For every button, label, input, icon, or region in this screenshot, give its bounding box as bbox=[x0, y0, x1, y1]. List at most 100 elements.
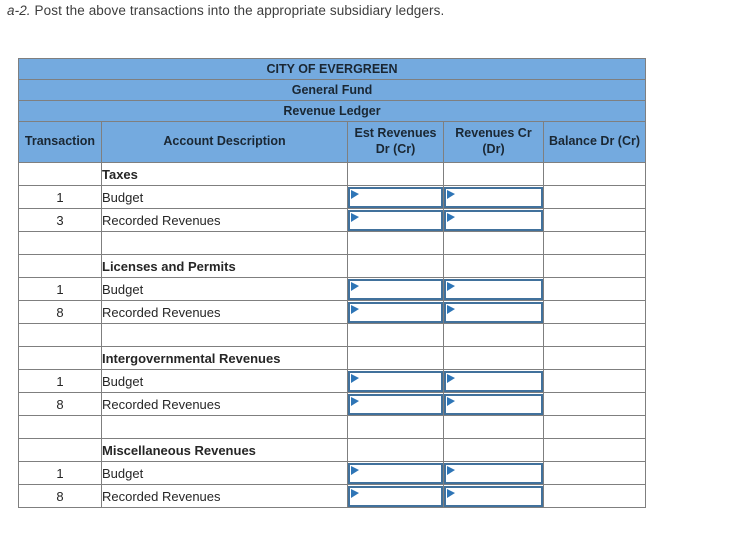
est-revenues-input-cell bbox=[347, 185, 444, 209]
section-header-row: Intergovernmental Revenues bbox=[18, 346, 647, 370]
col-header-balance-dr: Balance Dr (Cr) bbox=[542, 121, 647, 163]
est-revenues-input-cell bbox=[347, 300, 444, 324]
transaction-number: 1 bbox=[18, 185, 102, 209]
table-title-fund: General Fund bbox=[17, 79, 647, 101]
column-header-row: Transaction Account Description Est Reve… bbox=[18, 121, 647, 163]
account-description: Budget bbox=[101, 277, 348, 301]
revenues-cr-cell bbox=[443, 346, 544, 370]
transaction-cell bbox=[18, 438, 102, 462]
balance-cell bbox=[542, 185, 647, 209]
section-name: Taxes bbox=[101, 162, 348, 186]
balance-cell bbox=[542, 369, 647, 393]
est-revenues-input-box bbox=[348, 462, 443, 484]
revenues-cr-input[interactable] bbox=[446, 189, 541, 204]
est-revenues-input-box bbox=[348, 393, 443, 415]
spacer-row bbox=[18, 415, 647, 439]
spacer-cell bbox=[101, 231, 348, 255]
est-revenues-cell bbox=[347, 438, 444, 462]
col-header-transaction: Transaction bbox=[18, 121, 102, 163]
est-revenues-input[interactable] bbox=[350, 304, 441, 319]
revenues-cr-input-cell bbox=[443, 185, 544, 209]
spacer-cell bbox=[443, 415, 544, 439]
est-revenues-input[interactable] bbox=[350, 212, 441, 227]
account-description: Budget bbox=[101, 461, 348, 485]
revenues-cr-input[interactable] bbox=[446, 488, 541, 503]
balance-cell bbox=[542, 162, 647, 186]
est-revenues-input-box bbox=[348, 370, 443, 392]
revenues-cr-input-box bbox=[444, 462, 543, 484]
revenues-cr-input-cell bbox=[443, 484, 544, 508]
revenues-cr-input-cell bbox=[443, 208, 544, 232]
revenues-cr-input[interactable] bbox=[446, 465, 541, 480]
revenues-cr-cell bbox=[443, 254, 544, 278]
revenues-cr-input[interactable] bbox=[446, 396, 541, 411]
revenues-cr-input-cell bbox=[443, 300, 544, 324]
table-title-ledger: Revenue Ledger bbox=[17, 100, 647, 122]
revenues-cr-cell bbox=[443, 438, 544, 462]
spacer-cell bbox=[18, 323, 102, 347]
spacer-cell bbox=[347, 323, 444, 347]
spacer-cell bbox=[101, 323, 348, 347]
account-description: Budget bbox=[101, 369, 348, 393]
spacer-cell bbox=[18, 415, 102, 439]
col-header-account-description: Account Description bbox=[101, 121, 348, 163]
instruction-text: a-2. Post the above transactions into th… bbox=[7, 3, 444, 18]
revenues-cr-input-box bbox=[444, 485, 543, 507]
balance-cell bbox=[542, 254, 647, 278]
spacer-cell bbox=[542, 323, 647, 347]
transaction-number: 8 bbox=[18, 392, 102, 416]
revenues-cr-input-box bbox=[444, 278, 543, 300]
revenues-cr-input-box bbox=[444, 393, 543, 415]
instruction-prefix: a-2. bbox=[7, 3, 31, 18]
spacer-cell bbox=[443, 231, 544, 255]
col-header-revenues-cr: Revenues Cr (Dr) bbox=[443, 121, 544, 163]
revenues-cr-input[interactable] bbox=[446, 281, 541, 296]
est-revenues-input-box bbox=[348, 485, 443, 507]
revenues-cr-input-cell bbox=[443, 392, 544, 416]
spacer-cell bbox=[347, 415, 444, 439]
est-revenues-input-cell bbox=[347, 277, 444, 301]
est-revenues-input[interactable] bbox=[350, 373, 441, 388]
revenues-cr-input[interactable] bbox=[446, 212, 541, 227]
est-revenues-input[interactable] bbox=[350, 189, 441, 204]
revenues-cr-input-cell bbox=[443, 461, 544, 485]
revenues-cr-input[interactable] bbox=[446, 304, 541, 319]
account-description: Recorded Revenues bbox=[101, 208, 348, 232]
transaction-number: 1 bbox=[18, 277, 102, 301]
section-header-row: Licenses and Permits bbox=[18, 254, 647, 278]
est-revenues-cell bbox=[347, 162, 444, 186]
account-description: Budget bbox=[101, 185, 348, 209]
est-revenues-input[interactable] bbox=[350, 396, 441, 411]
spacer-cell bbox=[443, 323, 544, 347]
transaction-number: 1 bbox=[18, 369, 102, 393]
est-revenues-input-box bbox=[348, 186, 443, 208]
est-revenues-input-cell bbox=[347, 461, 444, 485]
section-name: Miscellaneous Revenues bbox=[101, 438, 348, 462]
est-revenues-input-cell bbox=[347, 484, 444, 508]
est-revenues-input[interactable] bbox=[350, 281, 441, 296]
ledger-entry-row: 1 Budget bbox=[18, 185, 647, 209]
ledger-entry-row: 1 Budget bbox=[18, 461, 647, 485]
spacer-row bbox=[18, 231, 647, 255]
ledger-entry-row: 1 Budget bbox=[18, 277, 647, 301]
transaction-cell bbox=[18, 162, 102, 186]
est-revenues-input[interactable] bbox=[350, 465, 441, 480]
table-title-row-ledger: Revenue Ledger bbox=[17, 100, 647, 122]
est-revenues-cell bbox=[347, 346, 444, 370]
ledger-entry-row: 8 Recorded Revenues bbox=[18, 300, 647, 324]
balance-cell bbox=[542, 438, 647, 462]
account-description: Recorded Revenues bbox=[101, 300, 348, 324]
ledger-entry-row: 8 Recorded Revenues bbox=[18, 392, 647, 416]
est-revenues-input[interactable] bbox=[350, 488, 441, 503]
section-header-row: Taxes bbox=[18, 162, 647, 186]
spacer-cell bbox=[542, 231, 647, 255]
transaction-number: 1 bbox=[18, 461, 102, 485]
revenues-cr-input[interactable] bbox=[446, 373, 541, 388]
est-revenues-input-cell bbox=[347, 369, 444, 393]
est-revenues-input-box bbox=[348, 301, 443, 323]
revenues-cr-input-cell bbox=[443, 277, 544, 301]
est-revenues-cell bbox=[347, 254, 444, 278]
transaction-number: 3 bbox=[18, 208, 102, 232]
balance-cell bbox=[542, 461, 647, 485]
table-title-row-fund: General Fund bbox=[17, 79, 647, 101]
